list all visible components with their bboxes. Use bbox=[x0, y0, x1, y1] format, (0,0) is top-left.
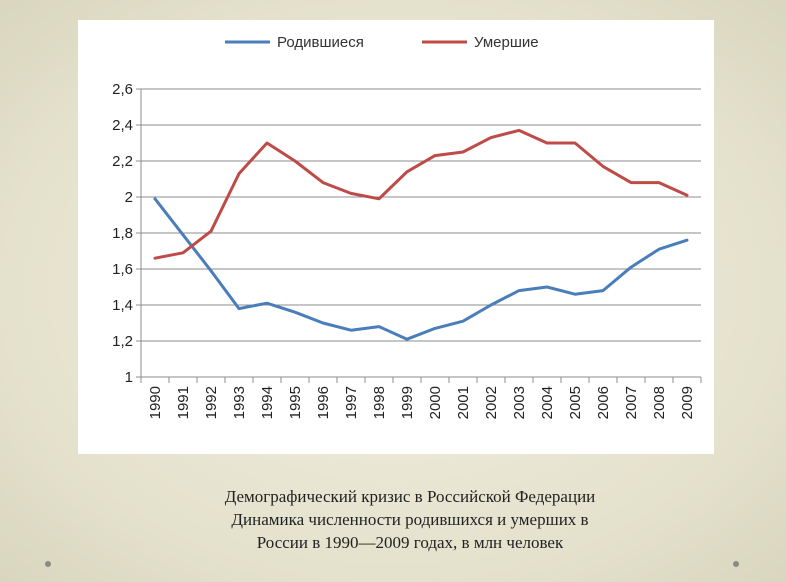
x-tick-label: 2007 bbox=[623, 386, 640, 419]
x-tick-label: 1997 bbox=[343, 386, 360, 419]
caption-line-3: России в 1990—2009 годах, в млн человек bbox=[256, 533, 564, 552]
x-tick-label: 1999 bbox=[399, 386, 416, 419]
decorative-dot-right bbox=[733, 561, 739, 567]
y-tick-label: 1,2 bbox=[112, 333, 133, 350]
x-tick-label: 2004 bbox=[539, 386, 556, 419]
series-line-2 bbox=[153, 128, 689, 260]
decorative-dot-left bbox=[45, 561, 51, 567]
x-tick-label: 2001 bbox=[455, 386, 472, 419]
y-tick-label: 1,6 bbox=[112, 261, 133, 278]
x-tick-label: 2000 bbox=[427, 386, 444, 419]
x-tick-label: 1995 bbox=[287, 386, 304, 419]
caption-line-1: Демографический кризис в Российской Феде… bbox=[224, 487, 596, 506]
x-tick-label: 2003 bbox=[511, 386, 528, 419]
chart-panel: 1 1,2 1,4 1,6 1,8 2 2,2 2,4 2,6 1990 1991 1992 1993 1… bbox=[78, 20, 714, 454]
caption-line-2: Динамика численности родившихся и умерши… bbox=[231, 510, 589, 529]
y-tick-label: 1,8 bbox=[112, 225, 133, 242]
x-tick-label: 2002 bbox=[483, 386, 500, 419]
x-tick-label: 2009 bbox=[679, 386, 696, 419]
chart-caption: Демографический кризис в Российской Феде… bbox=[150, 485, 670, 554]
x-tick-label: 2006 bbox=[595, 386, 612, 419]
y-tick-label: 2,6 bbox=[112, 81, 133, 98]
y-tick-label: 1,4 bbox=[112, 297, 133, 314]
x-tick-label: 1992 bbox=[203, 386, 220, 419]
x-tick-label: 2005 bbox=[567, 386, 584, 419]
legend-label-1: Родившиеся bbox=[277, 34, 364, 51]
x-tick-label: 2008 bbox=[651, 386, 668, 419]
x-tick-label: 1990 bbox=[147, 386, 164, 419]
series-line-1 bbox=[153, 197, 689, 341]
y-tick-label: 2,2 bbox=[112, 153, 133, 170]
line-chart: 1 1,2 1,4 1,6 1,8 2 2,2 2,4 2,6 1990 1991 1992 1993 1… bbox=[112, 34, 702, 419]
x-tick-label: 1993 bbox=[231, 386, 248, 419]
x-tick-label: 1991 bbox=[175, 386, 192, 419]
legend-label-2: Умершие bbox=[474, 34, 539, 51]
x-tick-label: 1998 bbox=[371, 386, 388, 419]
y-tick-label: 1 bbox=[125, 369, 133, 386]
x-tick-label: 1996 bbox=[315, 386, 332, 419]
y-tick-label: 2 bbox=[125, 189, 133, 206]
x-tick-label: 1994 bbox=[259, 386, 276, 419]
y-tick-label: 2,4 bbox=[112, 117, 133, 134]
